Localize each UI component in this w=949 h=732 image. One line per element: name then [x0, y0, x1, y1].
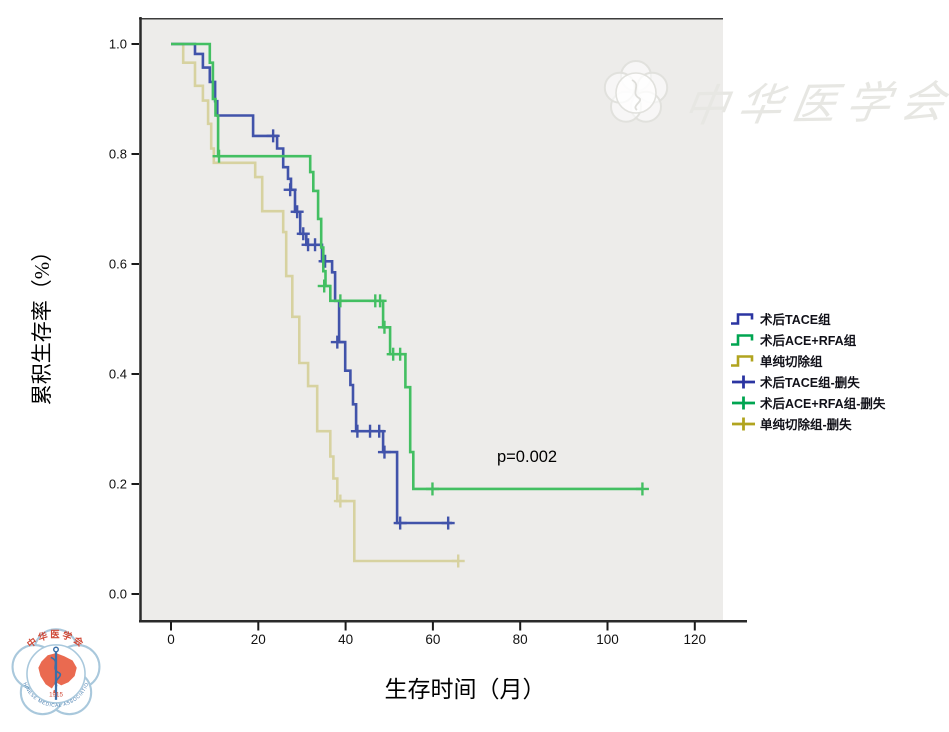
legend-step-swatch — [731, 333, 754, 346]
legend-label: 术后TACE组 — [760, 313, 831, 327]
legend-label: 单纯切除组-删失 — [760, 418, 852, 432]
legend-item: 术后TACE组-删失 — [729, 371, 885, 392]
legend-item: 术后ACE+RFA组 — [729, 329, 885, 350]
p-value-annotation: p=0.002 — [497, 448, 558, 466]
svg-text:1.0: 1.0 — [109, 37, 127, 52]
legend-censor-swatch — [732, 375, 755, 388]
svg-text:0.8: 0.8 — [109, 147, 127, 162]
legend-item: 术后TACE组 — [729, 308, 885, 329]
legend: 术后TACE组 术后ACE+RFA组 单纯切除组 术后TACE组-删失 术后AC… — [729, 308, 885, 434]
svg-text:40: 40 — [338, 632, 353, 647]
legend-label: 术后ACE+RFA组 — [760, 334, 857, 348]
legend-item: 单纯切除组-删失 — [729, 413, 885, 434]
legend-censor-swatch — [732, 396, 755, 409]
svg-text:0.2: 0.2 — [109, 477, 127, 492]
legend-censor-swatch — [732, 417, 755, 430]
legend-item: 术后ACE+RFA组-删失 — [729, 392, 885, 413]
svg-text:80: 80 — [513, 632, 528, 647]
svg-text:120: 120 — [684, 632, 707, 647]
legend-label: 术后TACE组-删失 — [760, 376, 860, 390]
svg-text:20: 20 — [251, 632, 266, 647]
logo-year: 1915 — [49, 692, 63, 699]
cma-logo: 中华医学会 CHINESE MEDICAL ASSOCIATION 1915 — [4, 620, 101, 716]
x-axis-title: 生存时间（月） — [384, 677, 546, 702]
legend-item: 单纯切除组 — [729, 350, 885, 371]
svg-text:0.4: 0.4 — [109, 367, 127, 382]
svg-text:100: 100 — [596, 632, 619, 647]
svg-text:0.0: 0.0 — [109, 587, 127, 602]
svg-text:0.6: 0.6 — [109, 257, 127, 272]
svg-text:0: 0 — [167, 632, 175, 647]
svg-text:60: 60 — [425, 632, 440, 647]
legend-label: 单纯切除组 — [760, 355, 823, 369]
legend-step-swatch — [731, 354, 754, 367]
legend-step-swatch — [731, 312, 754, 325]
legend-label: 术后ACE+RFA组-删失 — [760, 397, 886, 411]
y-axis-title: 累积生存率（%） — [30, 240, 54, 406]
china-map-shape — [38, 653, 77, 689]
